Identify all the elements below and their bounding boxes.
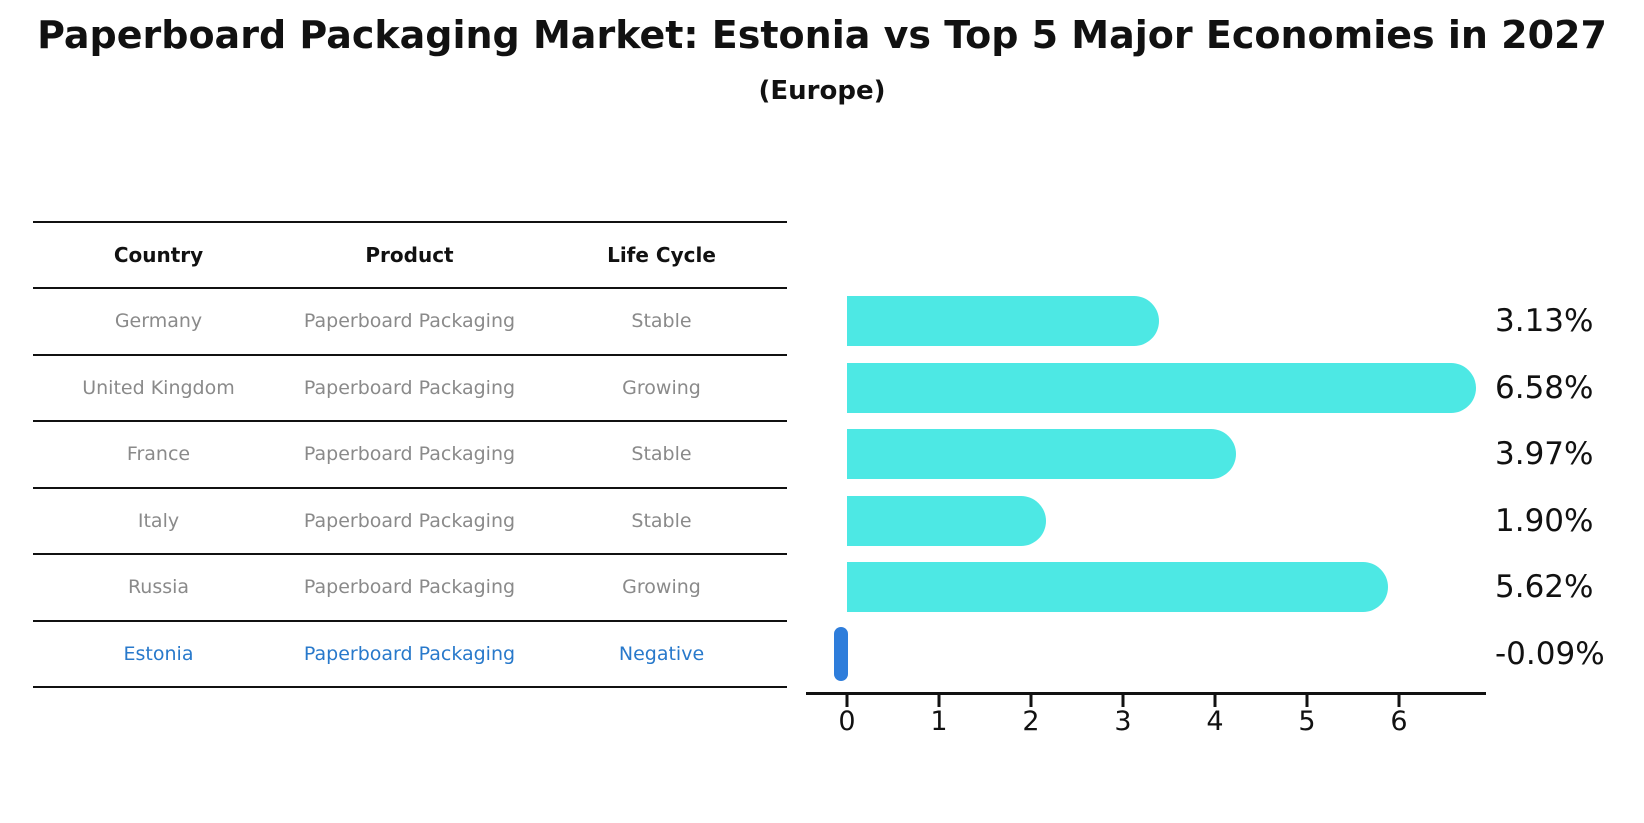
- table-rule: [33, 486, 787, 489]
- x-tick-label: 3: [1114, 706, 1132, 737]
- value-label-united-kingdom: 6.58%: [1495, 369, 1594, 406]
- x-tick-label: 2: [1022, 706, 1040, 737]
- table-header-life-cycle: Life Cycle: [607, 243, 716, 267]
- cell-life-cycle: Growing: [622, 576, 701, 599]
- x-tick-label: 5: [1298, 706, 1316, 737]
- x-tick-mark: [1397, 695, 1401, 707]
- value-label-france: 3.97%: [1495, 436, 1594, 473]
- x-tick-mark: [1305, 695, 1309, 707]
- x-tick-mark: [845, 695, 849, 707]
- bar-france: [847, 429, 1237, 480]
- x-tick-mark: [937, 695, 941, 707]
- cell-country: Estonia: [123, 642, 194, 665]
- bar-estonia: [833, 626, 848, 681]
- cell-product: Paperboard Packaging: [303, 376, 516, 399]
- x-tick-mark: [1121, 695, 1125, 707]
- x-axis-line: [806, 692, 1486, 695]
- x-tick-label: 4: [1206, 706, 1224, 737]
- cell-life-cycle: Stable: [631, 509, 692, 532]
- cell-product: Paperboard Packaging: [303, 642, 516, 665]
- bar-italy: [847, 495, 1046, 546]
- chart-subtitle: (Europe): [758, 76, 886, 106]
- cell-country: Italy: [137, 509, 180, 532]
- table-rule: [33, 619, 787, 622]
- bar-germany: [847, 296, 1159, 347]
- cell-life-cycle: Stable: [631, 310, 692, 333]
- table-header-product: Product: [365, 243, 454, 267]
- cell-country: France: [126, 443, 191, 466]
- bar-united-kingdom: [847, 362, 1477, 413]
- cell-life-cycle: Negative: [618, 642, 705, 665]
- bar-russia: [847, 562, 1389, 613]
- table-rule: [33, 553, 787, 555]
- x-tick-label: 6: [1390, 706, 1408, 737]
- cell-product: Paperboard Packaging: [303, 443, 516, 466]
- cell-product: Paperboard Packaging: [303, 576, 516, 599]
- cell-product: Paperboard Packaging: [303, 509, 516, 532]
- x-tick-mark: [1029, 695, 1033, 707]
- value-label-russia: 5.62%: [1495, 569, 1594, 606]
- cell-country: Russia: [127, 576, 190, 599]
- table-rule: [33, 686, 787, 688]
- cell-product: Paperboard Packaging: [303, 310, 516, 333]
- x-tick-label: 0: [838, 706, 856, 737]
- table-rule: [33, 420, 787, 422]
- table-header-country: Country: [113, 243, 204, 267]
- x-tick-mark: [1213, 695, 1217, 707]
- table-rule: [33, 287, 787, 289]
- cell-country: Germany: [114, 310, 203, 333]
- x-tick-label: 1: [930, 706, 948, 737]
- table-rule: [33, 221, 787, 223]
- cell-life-cycle: Stable: [631, 443, 692, 466]
- cell-country: United Kingdom: [82, 376, 235, 399]
- value-label-estonia: -0.09%: [1495, 635, 1605, 672]
- cell-life-cycle: Growing: [622, 376, 701, 399]
- value-label-italy: 1.90%: [1495, 502, 1594, 539]
- chart-title: Paperboard Packaging Market: Estonia vs …: [37, 13, 1607, 57]
- table-rule: [33, 353, 787, 356]
- value-label-germany: 3.13%: [1495, 303, 1594, 340]
